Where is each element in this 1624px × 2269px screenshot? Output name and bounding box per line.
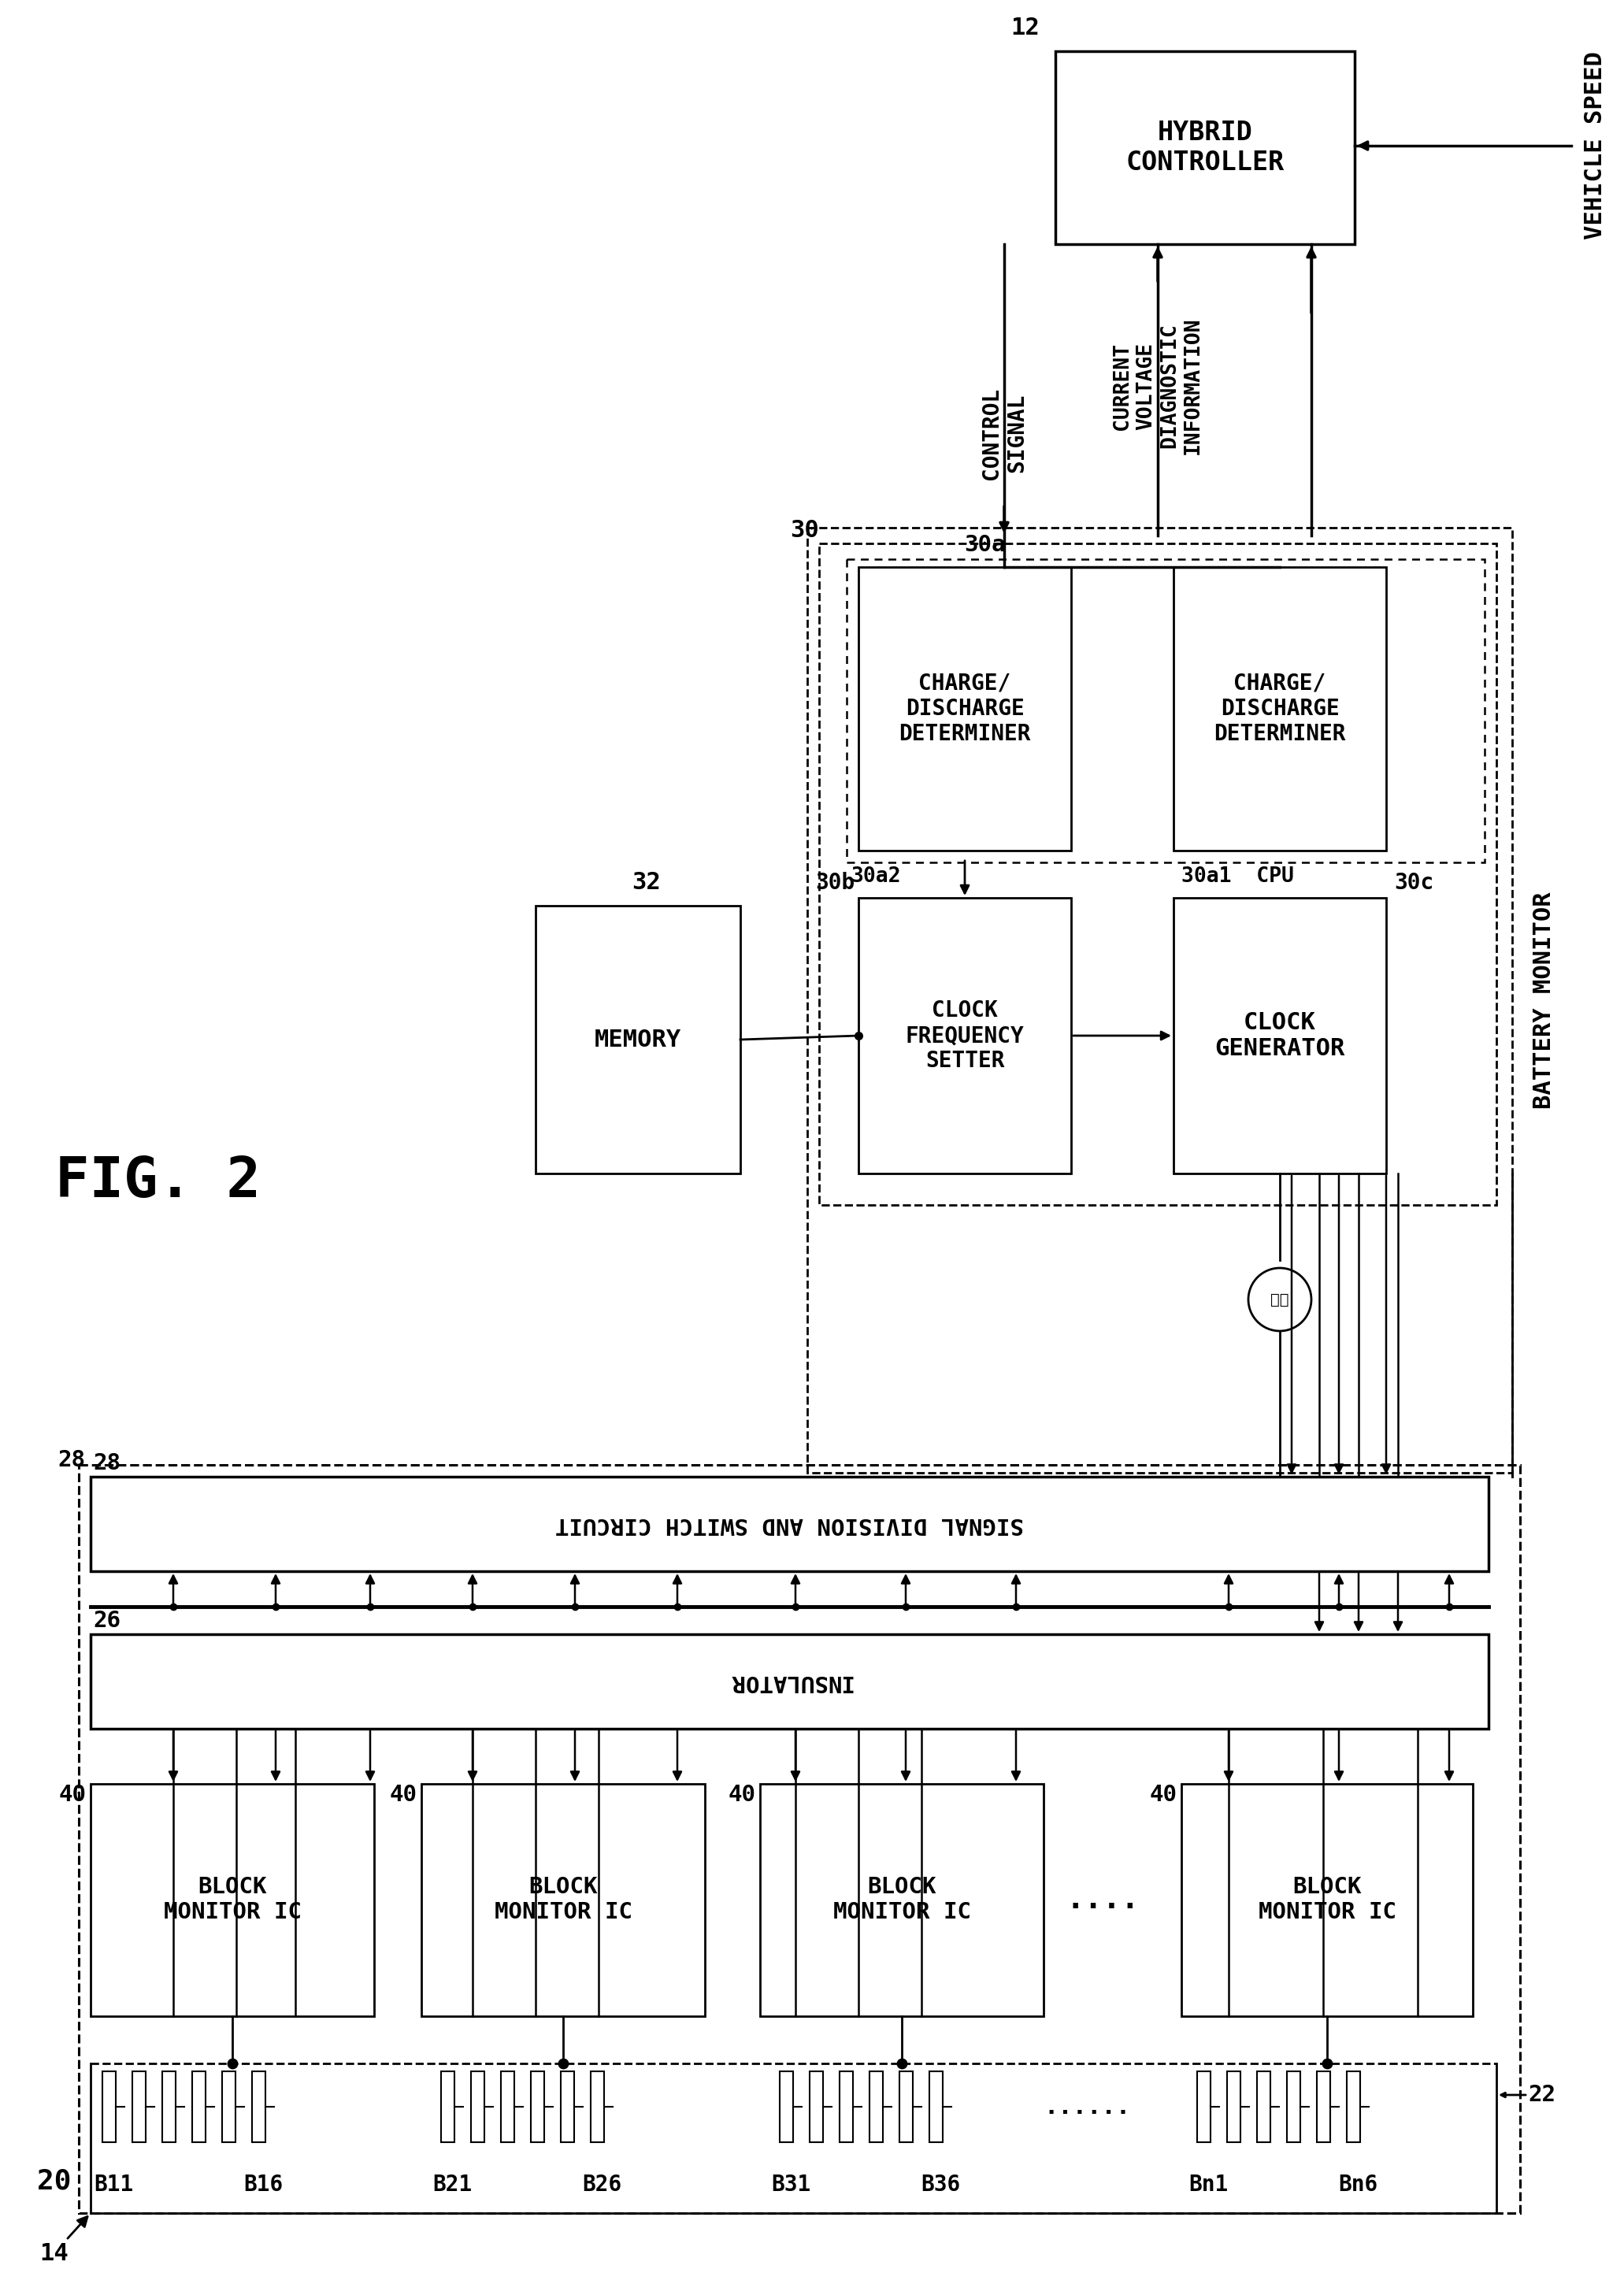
Text: 40: 40 [390, 1783, 417, 1806]
Bar [91, 1477, 1489, 1570]
Text: 14: 14 [39, 2217, 88, 2264]
Bar [442, 2072, 455, 2142]
Bar [929, 2072, 942, 2142]
Text: CLOCK
FREQUENCY
SETTER: CLOCK FREQUENCY SETTER [906, 998, 1025, 1073]
Text: B16: B16 [244, 2174, 283, 2196]
Bar [1174, 899, 1387, 1173]
Text: BLOCK
MONITOR IC: BLOCK MONITOR IC [833, 1876, 971, 1924]
Text: MEMORY: MEMORY [594, 1028, 682, 1051]
Text: 40: 40 [729, 1783, 757, 1806]
Text: ......: ...... [1044, 2094, 1130, 2119]
Text: ∿∿: ∿∿ [1270, 1291, 1289, 1307]
Text: FIG. 2: FIG. 2 [55, 1155, 260, 1209]
Text: B11: B11 [94, 2174, 133, 2196]
Bar [869, 2072, 883, 2142]
Text: CONTROL
SIGNAL: CONTROL SIGNAL [981, 388, 1028, 479]
Bar [591, 2072, 604, 2142]
Bar [818, 545, 1496, 1205]
Text: Bn6: Bn6 [1338, 2174, 1377, 2196]
Text: BLOCK
MONITOR IC: BLOCK MONITOR IC [1259, 1876, 1397, 1924]
Bar [222, 2072, 235, 2142]
Bar [859, 567, 1072, 851]
Text: VEHICLE SPEED: VEHICLE SPEED [1583, 52, 1606, 241]
Text: BLOCK
MONITOR IC: BLOCK MONITOR IC [164, 1876, 300, 1924]
Text: 40: 40 [1150, 1783, 1177, 1806]
Bar [780, 2072, 793, 2142]
Text: 28: 28 [93, 1452, 120, 1475]
Bar [1197, 2072, 1210, 2142]
Bar [1056, 52, 1354, 245]
Text: 32: 32 [632, 871, 661, 894]
Bar [1317, 2072, 1330, 2142]
Bar [900, 2072, 913, 2142]
Text: 20: 20 [37, 2169, 71, 2194]
Text: Bn1: Bn1 [1189, 2174, 1228, 2196]
Text: HYBRID
CONTROLLER: HYBRID CONTROLLER [1125, 120, 1285, 175]
Text: 28: 28 [57, 1450, 84, 1470]
Bar [1346, 2072, 1359, 2142]
Text: B36: B36 [921, 2174, 960, 2196]
Bar [421, 1783, 705, 2017]
Bar [91, 1783, 374, 2017]
Text: 26: 26 [93, 1609, 120, 1631]
Text: BATTERY MONITOR: BATTERY MONITOR [1533, 892, 1556, 1110]
Text: 30a: 30a [963, 533, 1005, 556]
Bar [192, 2072, 205, 2142]
Text: 22: 22 [1528, 2083, 1556, 2106]
Bar [1257, 2072, 1270, 2142]
Bar [846, 558, 1484, 862]
Text: CLOCK
GENERATOR: CLOCK GENERATOR [1215, 1012, 1345, 1060]
Bar [162, 2072, 175, 2142]
Text: 30a2: 30a2 [851, 867, 901, 887]
Bar [102, 2072, 115, 2142]
Text: B21: B21 [432, 2174, 473, 2196]
Text: 30b: 30b [815, 871, 854, 894]
Bar [1228, 2072, 1241, 2142]
Text: BLOCK
MONITOR IC: BLOCK MONITOR IC [494, 1876, 632, 1924]
Text: 30a1  CPU: 30a1 CPU [1181, 867, 1294, 887]
Text: 12: 12 [1010, 16, 1039, 39]
Text: SIGNAL DIVISION AND SWITCH CIRCUIT: SIGNAL DIVISION AND SWITCH CIRCUIT [555, 1513, 1023, 1536]
Text: ....: .... [1065, 1886, 1140, 1915]
Bar [78, 1466, 1520, 2212]
Text: CHARGE/
DISCHARGE
DETERMINER: CHARGE/ DISCHARGE DETERMINER [898, 672, 1031, 744]
Bar [1181, 1783, 1473, 2017]
Text: INSULATOR: INSULATOR [728, 1670, 851, 1693]
Bar [810, 2072, 823, 2142]
Bar [859, 899, 1072, 1173]
Text: B31: B31 [771, 2174, 810, 2196]
Text: 30c: 30c [1393, 871, 1434, 894]
Text: 40: 40 [58, 1783, 86, 1806]
Bar [760, 1783, 1044, 2017]
Bar [500, 2072, 515, 2142]
Bar [536, 905, 741, 1173]
Bar [1174, 567, 1387, 851]
Bar [560, 2072, 573, 2142]
Text: B26: B26 [581, 2174, 622, 2196]
Bar [91, 1634, 1489, 1729]
Bar [132, 2072, 146, 2142]
Bar [252, 2072, 265, 2142]
Bar [807, 529, 1512, 1473]
Text: CURRENT
VOLTAGE
DIAGNOSTIC
INFORMATION: CURRENT VOLTAGE DIAGNOSTIC INFORMATION [1112, 318, 1203, 454]
Text: CHARGE/
DISCHARGE
DETERMINER: CHARGE/ DISCHARGE DETERMINER [1213, 672, 1346, 744]
Bar [531, 2072, 544, 2142]
Bar [840, 2072, 853, 2142]
Bar [471, 2072, 484, 2142]
Text: 30: 30 [791, 520, 818, 542]
Bar [1286, 2072, 1301, 2142]
